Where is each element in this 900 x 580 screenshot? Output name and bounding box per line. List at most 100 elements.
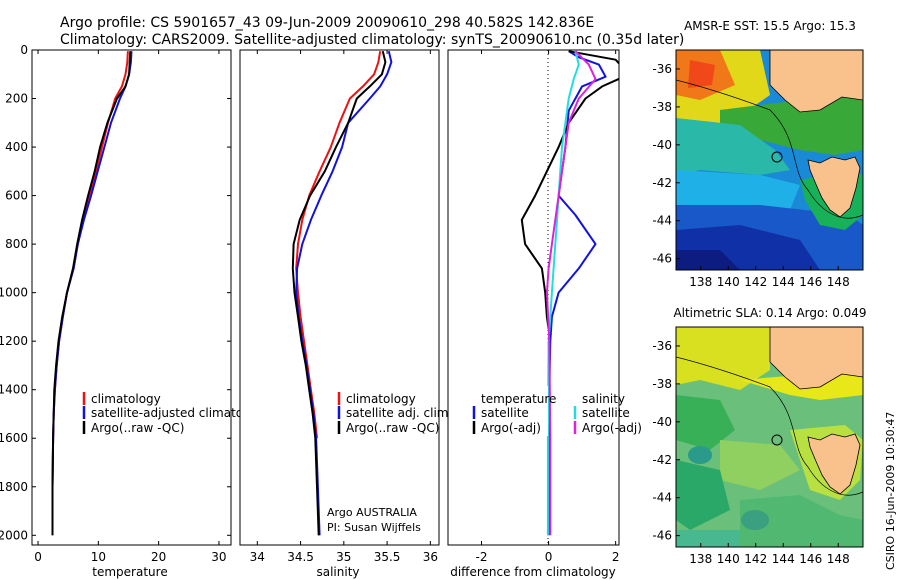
header-line1: Argo profile: CS 5901657_43 09-Jun-2009 …	[60, 15, 594, 31]
x-tick-label: -2	[476, 550, 488, 564]
sla-map-image	[676, 327, 863, 547]
sla-map-ticks: 138 140 142 144 146 148 -36 -38 -40 -42 -44 -46	[652, 339, 849, 566]
temperature-lines	[51, 51, 133, 536]
map-x-tick-label: 148	[827, 275, 850, 289]
x-tick-label: 0	[34, 550, 42, 564]
salinity-legend: climatology satellite adj. clim. Argo(..…	[337, 392, 452, 435]
map-y-tick-label: -36	[652, 62, 672, 76]
sst-map-image	[676, 50, 863, 270]
temperature-panel: 0 10 20 30 0 200 400 600 800 1000 1200 1400 1600 1800…	[0, 43, 269, 579]
map-x-tick-label: 142	[744, 552, 767, 566]
x-tick-label: 0	[545, 550, 553, 564]
legend-label-argo: Argo(..raw -QC)	[346, 421, 439, 435]
legend-label-satellite: satellite-adjusted climatology	[91, 406, 269, 420]
map-y-tick-label: -46	[652, 252, 672, 266]
sla-map-frame	[675, 326, 864, 548]
temperature-legend: climatology satellite-adjusted climatolo…	[82, 392, 269, 435]
float-position-marker	[771, 434, 783, 446]
map-x-tick-label: 146	[799, 552, 822, 566]
legend-label-sal-satellite: satellite	[582, 406, 630, 420]
map-y-tick-label: -38	[652, 100, 672, 114]
legend-label-temp-argo: Argo(-adj)	[481, 421, 541, 435]
difference-axes	[447, 49, 620, 546]
y-tick-label: 1400	[0, 383, 28, 397]
y-tick-label: 800	[5, 237, 28, 251]
map-x-tick-label: 146	[799, 275, 822, 289]
tasmania-land	[807, 433, 861, 495]
map-y-tick-label: -44	[652, 214, 672, 228]
x-tick-label: 10	[91, 550, 106, 564]
float-position-marker	[771, 151, 783, 163]
sst-map-panel: AMSR-E SST: 15.5 Argo: 15.3 138 140 142 144…	[652, 19, 864, 289]
header-line2: Climatology: CARS2009. Satellite-adjuste…	[60, 32, 684, 48]
australia-land	[769, 327, 863, 390]
y-tick-label: 400	[5, 140, 28, 154]
salinity-xlabel: salinity	[316, 565, 359, 579]
legend-label-satellite: satellite adj. clim.	[346, 406, 452, 420]
y-tick-label: 1000	[0, 286, 28, 300]
legend-label-climatology: climatology	[91, 392, 161, 406]
y-tick-label: 1600	[0, 431, 28, 445]
difference-ticks: -2 0 2	[476, 50, 620, 564]
x-tick-label: 36	[423, 550, 438, 564]
y-tick-label: 1200	[0, 334, 28, 348]
salinity-panel: 34 34.5 35 35.5 36 salinity climatology sate…	[239, 49, 452, 579]
legend-label-temp-satellite: satellite	[481, 406, 529, 420]
tasmania-land	[807, 156, 861, 218]
map-x-tick-label: 148	[827, 552, 850, 566]
series-line-0-2	[51, 51, 132, 536]
difference-lines	[520, 50, 619, 536]
map-x-tick-label: 142	[744, 275, 767, 289]
x-tick-label: 34.5	[287, 550, 314, 564]
x-tick-label: 2	[612, 550, 620, 564]
map-x-tick-label: 144	[772, 275, 795, 289]
map-y-tick-label: -44	[652, 491, 672, 505]
map-y-tick-label: -36	[652, 339, 672, 353]
series-line-2-1	[520, 50, 619, 330]
series-line-2-3	[545, 50, 597, 536]
sst-map-title: AMSR-E SST: 15.5 Argo: 15.3	[684, 19, 856, 33]
temperature-ticks: 0 10 20 30 0 200 400 600 800 1000 1200 1400 1600 1800…	[0, 43, 231, 564]
map-y-tick-label: -38	[652, 377, 672, 391]
argo-pi: PI: Susan Wijffels	[327, 521, 421, 534]
temperature-axes	[31, 49, 232, 546]
x-tick-label: 20	[151, 550, 166, 564]
legend-label-argo: Argo(..raw -QC)	[91, 421, 184, 435]
temperature-xlabel: temperature	[92, 565, 167, 579]
legend-label-climatology: climatology	[346, 392, 416, 406]
x-tick-label: 34	[250, 550, 265, 564]
legend-label-salinity: salinity	[582, 392, 625, 406]
map-x-tick-label: 140	[717, 552, 740, 566]
legend-label-temperature: temperature	[481, 392, 556, 406]
y-tick-label: 200	[5, 92, 28, 106]
map-x-tick-label: 138	[689, 552, 712, 566]
difference-panel: -2 0 2 difference from climatology tempera…	[447, 49, 642, 579]
map-y-tick-label: -42	[652, 453, 672, 467]
difference-xlabel: difference from climatology	[450, 565, 616, 579]
argo-country: Argo AUSTRALIA	[327, 506, 417, 519]
sst-map-ticks: 138 140 142 144 146 148 -36 -38 -40 -42 -44 -46	[652, 62, 849, 289]
y-tick-label: 1800	[0, 480, 28, 494]
map-x-tick-label: 138	[689, 275, 712, 289]
legend-label-sal-argo: Argo(-adj)	[582, 421, 642, 435]
salinity-axes	[239, 49, 440, 546]
credit-text: CSIRO 16-Jun-2009 10:30:47	[884, 412, 897, 570]
x-tick-label: 30	[211, 550, 226, 564]
map-y-tick-label: -42	[652, 176, 672, 190]
salinity-lines	[291, 50, 393, 536]
legend-background	[478, 386, 548, 436]
y-tick-label: 0	[20, 43, 28, 57]
x-tick-label: 35	[336, 550, 351, 564]
australia-land	[769, 50, 863, 113]
map-x-tick-label: 144	[772, 552, 795, 566]
difference-legend: temperature satellite Argo(-adj) salinit…	[472, 386, 642, 436]
map-y-tick-label: -46	[652, 529, 672, 543]
sla-map-panel: Altimetric SLA: 0.14 Argo: 0.049 138 140 1…	[652, 306, 866, 566]
map-x-tick-label: 140	[717, 275, 740, 289]
y-tick-label: 2000	[0, 528, 28, 542]
sla-map-title: Altimetric SLA: 0.14 Argo: 0.049	[673, 306, 866, 320]
series-line-1-2	[291, 50, 387, 536]
map-y-tick-label: -40	[652, 138, 672, 152]
map-y-tick-label: -40	[652, 415, 672, 429]
